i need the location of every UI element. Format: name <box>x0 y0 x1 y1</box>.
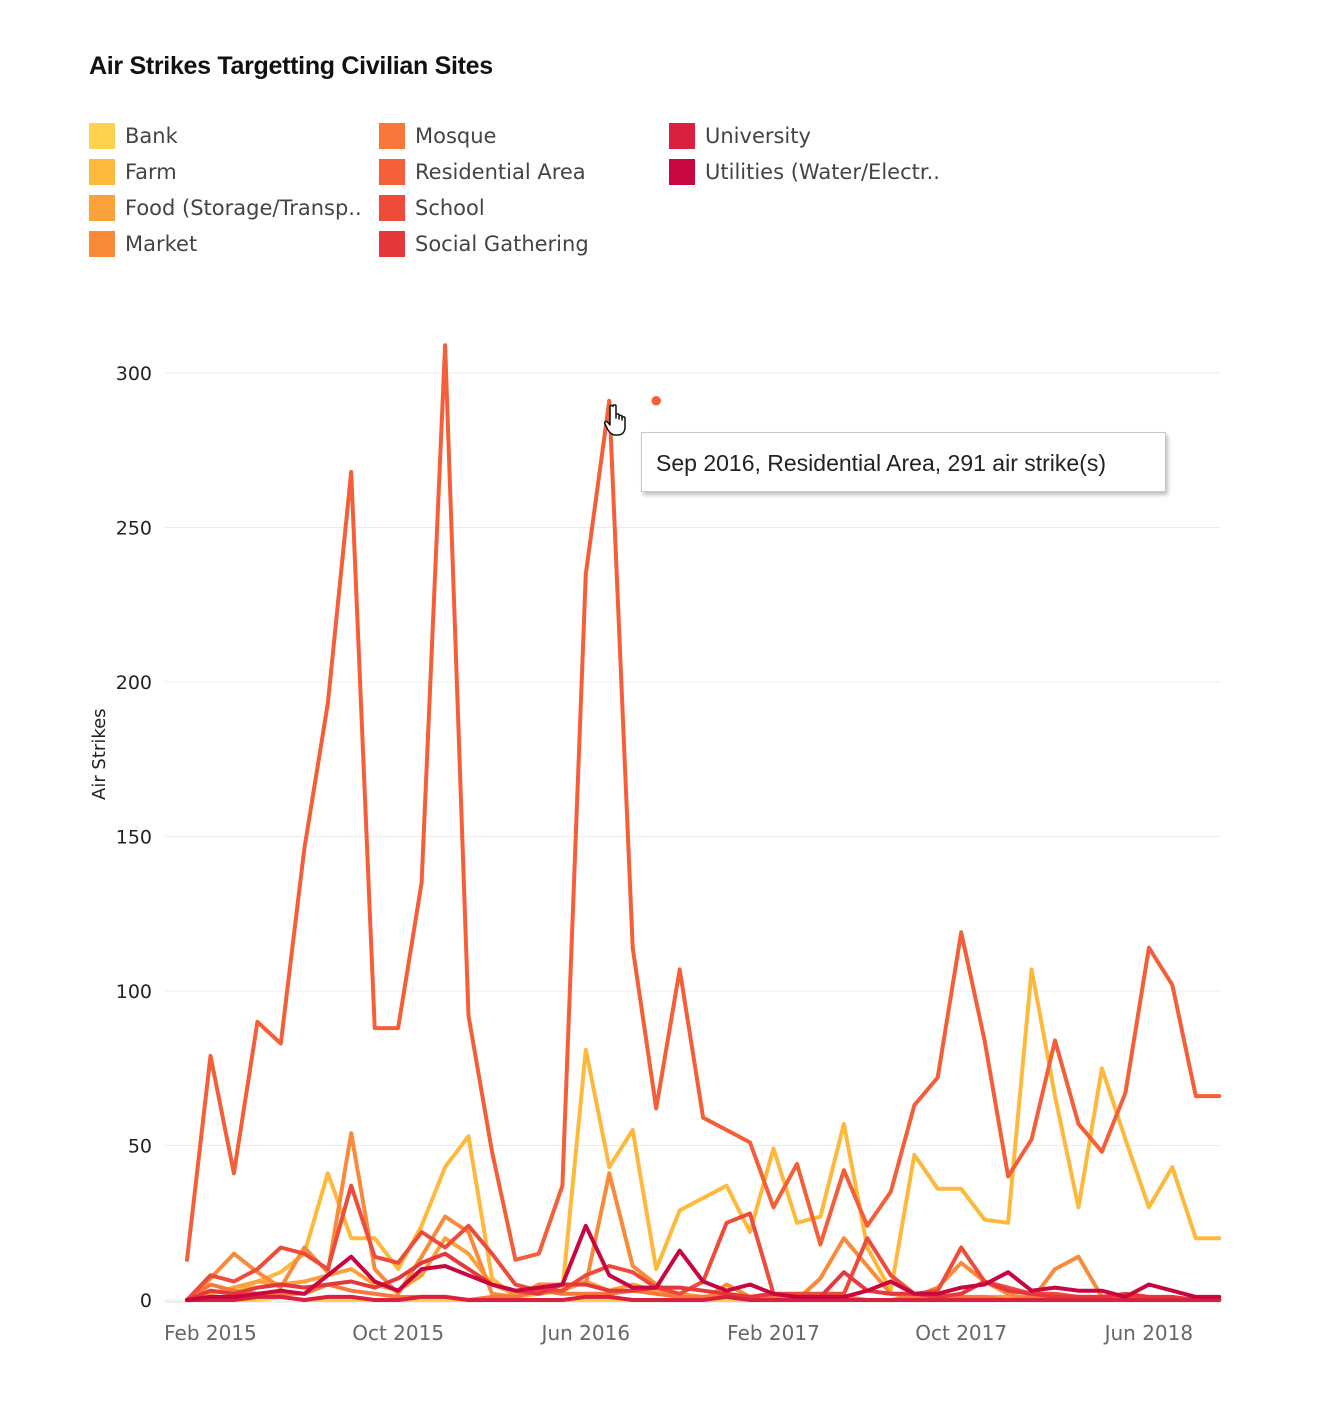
y-tick-label: 300 <box>116 363 152 385</box>
legend-item[interactable]: Social Gathering <box>379 230 589 258</box>
legend-swatch <box>669 123 695 149</box>
y-tick-label: 100 <box>116 981 152 1003</box>
tooltip: Sep 2016, Residential Area, 291 air stri… <box>641 432 1166 492</box>
legend-item[interactable]: School <box>379 194 485 222</box>
legend-item[interactable]: University <box>669 122 811 150</box>
legend-swatch <box>89 159 115 185</box>
legend-label: Market <box>125 232 198 256</box>
x-tick-label: Jun 2016 <box>540 1321 631 1345</box>
legend-label: Food (Storage/Transp.. <box>125 196 362 220</box>
legend-swatch <box>379 195 405 221</box>
legend-label: Utilities (Water/Electr.. <box>705 160 940 184</box>
legend: Bank Farm Food (Storage/Transp.. Market Mosq… <box>89 121 989 271</box>
legend-item[interactable]: Food (Storage/Transp.. <box>89 194 362 222</box>
y-tick-label: 0 <box>140 1290 152 1312</box>
series-line-social-gathering[interactable] <box>185 1251 1222 1302</box>
legend-swatch <box>379 123 405 149</box>
y-tick-label: 250 <box>116 518 152 540</box>
legend-swatch <box>89 231 115 257</box>
series-line-university[interactable] <box>185 1294 1222 1302</box>
legend-item[interactable]: Farm <box>89 158 177 186</box>
x-tick-label: Oct 2017 <box>915 1321 1007 1345</box>
legend-item[interactable]: Mosque <box>379 122 496 150</box>
tooltip-text: Sep 2016, Residential Area, 291 air stri… <box>656 450 1107 476</box>
y-tick-label: 50 <box>128 1136 152 1158</box>
legend-label: University <box>705 124 811 148</box>
legend-label: Farm <box>125 160 177 184</box>
series-line-residential-area[interactable] <box>185 343 1222 1262</box>
legend-item[interactable]: Utilities (Water/Electr.. <box>669 158 940 186</box>
x-tick-label: Oct 2015 <box>352 1321 444 1345</box>
chart-title: Air Strikes Targetting Civilian Sites <box>89 52 493 80</box>
legend-label: Mosque <box>415 124 497 148</box>
legend-item[interactable]: Residential Area <box>379 158 586 186</box>
series-line-farm[interactable] <box>185 967 1222 1302</box>
y-tick-label: 200 <box>116 672 152 694</box>
y-tick-label: 150 <box>116 827 152 849</box>
hand-pointer-icon <box>604 404 626 436</box>
highlight-point <box>649 394 663 408</box>
legend-swatch <box>89 195 115 221</box>
legend-item[interactable]: Bank <box>89 122 178 150</box>
legend-swatch <box>379 159 405 185</box>
x-tick-label: Feb 2017 <box>727 1321 820 1345</box>
legend-swatch <box>89 123 115 149</box>
legend-label: Bank <box>125 124 178 148</box>
legend-label: Residential Area <box>415 160 586 184</box>
legend-label: Social Gathering <box>415 232 589 256</box>
legend-swatch <box>379 231 405 257</box>
series-line-utilities-water-electr[interactable] <box>185 1223 1222 1302</box>
legend-label: School <box>415 196 485 220</box>
x-tick-label: Feb 2015 <box>164 1321 257 1345</box>
legend-item[interactable]: Market <box>89 230 197 258</box>
legend-swatch <box>669 159 695 185</box>
x-tick-label: Jun 2018 <box>1103 1321 1194 1345</box>
